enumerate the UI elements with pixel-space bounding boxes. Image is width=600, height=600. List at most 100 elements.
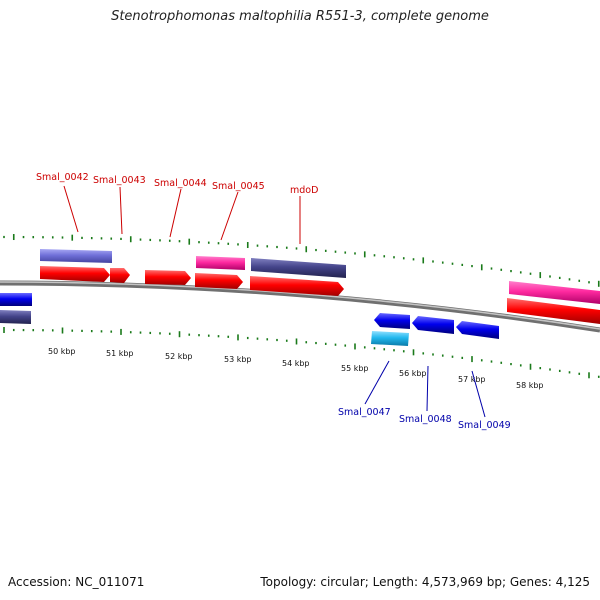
minor-tick bbox=[334, 343, 337, 346]
minor-tick bbox=[71, 329, 74, 332]
minor-tick bbox=[100, 330, 103, 333]
major-tick bbox=[12, 234, 15, 241]
minor-tick bbox=[558, 369, 561, 373]
minor-tick bbox=[100, 237, 103, 240]
minor-tick bbox=[422, 352, 425, 355]
gene-labels: Smal_0042 Smal_0043 Smal_0044 Smal_0045 … bbox=[36, 172, 511, 431]
major-tick bbox=[305, 246, 308, 253]
minor-tick bbox=[519, 271, 522, 274]
cds-arrow[interactable] bbox=[40, 266, 110, 282]
major-tick bbox=[529, 363, 532, 370]
minor-tick bbox=[149, 238, 152, 242]
minor-tick bbox=[461, 356, 464, 359]
minor-tick bbox=[373, 254, 376, 257]
minor-tick bbox=[305, 341, 308, 344]
cds-arrow[interactable] bbox=[456, 321, 499, 339]
feature-block[interactable] bbox=[251, 258, 346, 278]
major-tick bbox=[71, 234, 74, 241]
minor-tick bbox=[22, 328, 25, 332]
cds-arrow[interactable] bbox=[110, 268, 130, 283]
feature-block[interactable] bbox=[196, 256, 245, 270]
minor-tick bbox=[90, 237, 93, 240]
minor-tick bbox=[363, 346, 366, 349]
major-tick bbox=[295, 338, 298, 345]
label-leaders bbox=[63, 185, 486, 418]
minor-tick bbox=[207, 241, 210, 244]
major-tick bbox=[422, 257, 425, 264]
major-tick bbox=[588, 372, 590, 379]
minor-tick bbox=[461, 263, 464, 266]
feature-block[interactable] bbox=[0, 310, 31, 324]
kbp-label: 55 kbp bbox=[341, 364, 369, 373]
reverse-features bbox=[0, 293, 499, 346]
minor-tick bbox=[344, 251, 347, 254]
cds-arrow[interactable] bbox=[250, 276, 344, 296]
minor-tick bbox=[81, 329, 83, 332]
minor-tick bbox=[129, 331, 132, 334]
minor-tick bbox=[480, 359, 483, 362]
minor-tick bbox=[42, 329, 44, 332]
gene-label-smal-0048[interactable]: Smal_0048 bbox=[399, 414, 452, 425]
kbp-label: 56 kbp bbox=[399, 369, 427, 378]
feature-block[interactable] bbox=[40, 249, 112, 263]
minor-tick bbox=[246, 336, 249, 340]
kbp-label: 52 kbp bbox=[165, 352, 193, 361]
gene-label-smal-0045[interactable]: Smal_0045 bbox=[212, 181, 265, 192]
gene-label-mdod[interactable]: mdoD bbox=[290, 185, 318, 196]
minor-tick bbox=[324, 342, 327, 345]
minor-tick bbox=[383, 348, 386, 351]
major-tick bbox=[363, 251, 366, 258]
minor-tick bbox=[510, 362, 512, 366]
minor-tick bbox=[139, 331, 142, 334]
minor-tick bbox=[227, 242, 230, 245]
major-tick bbox=[61, 327, 64, 334]
minor-tick bbox=[549, 275, 551, 278]
major-tick bbox=[246, 242, 249, 249]
major-tick bbox=[539, 272, 542, 279]
minor-tick bbox=[51, 236, 54, 239]
accession-text: Accession: NC_011071 bbox=[8, 575, 145, 589]
minor-tick bbox=[110, 330, 113, 333]
minor-tick bbox=[354, 252, 356, 255]
cds-arrow[interactable] bbox=[507, 298, 600, 324]
minor-tick bbox=[597, 375, 600, 378]
major-tick bbox=[178, 331, 181, 338]
major-tick bbox=[480, 264, 483, 271]
kbp-label: 53 kbp bbox=[224, 355, 252, 364]
minor-tick bbox=[471, 264, 473, 268]
minor-tick bbox=[402, 350, 405, 353]
minor-tick bbox=[159, 332, 161, 335]
cds-arrow[interactable] bbox=[195, 273, 243, 289]
major-tick bbox=[471, 356, 473, 363]
gene-label-smal-0047[interactable]: Smal_0047 bbox=[338, 407, 391, 418]
minor-tick bbox=[227, 335, 230, 338]
minor-tick bbox=[578, 279, 581, 282]
minor-tick bbox=[315, 248, 317, 252]
map-title: Stenotrophomonas maltophilia R551-3, com… bbox=[111, 9, 489, 24]
gene-label-smal-0043[interactable]: Smal_0043 bbox=[93, 175, 146, 186]
minor-tick bbox=[393, 256, 395, 259]
minor-tick bbox=[549, 368, 551, 371]
major-tick bbox=[237, 334, 239, 341]
cds-arrow[interactable] bbox=[374, 313, 410, 329]
minor-tick bbox=[393, 349, 395, 352]
minor-tick bbox=[149, 331, 152, 335]
gene-label-smal-0044[interactable]: Smal_0044 bbox=[154, 178, 207, 189]
cds-arrow[interactable] bbox=[145, 270, 191, 285]
cds-arrow[interactable] bbox=[412, 316, 454, 334]
gene-label-smal-0042[interactable]: Smal_0042 bbox=[36, 172, 89, 183]
minor-tick bbox=[558, 276, 561, 280]
gene-label-smal-0049[interactable]: Smal_0049 bbox=[458, 420, 511, 431]
minor-tick bbox=[295, 247, 298, 250]
minor-tick bbox=[266, 245, 269, 248]
minor-tick bbox=[285, 339, 288, 342]
feature-block[interactable] bbox=[509, 281, 600, 304]
minor-tick bbox=[432, 260, 434, 263]
minor-tick bbox=[490, 267, 493, 270]
minor-tick bbox=[383, 255, 386, 258]
minor-tick bbox=[42, 236, 44, 239]
minor-tick bbox=[588, 281, 590, 284]
feature-block[interactable] bbox=[371, 331, 409, 346]
minor-tick bbox=[168, 332, 171, 335]
feature-block[interactable] bbox=[0, 293, 32, 306]
